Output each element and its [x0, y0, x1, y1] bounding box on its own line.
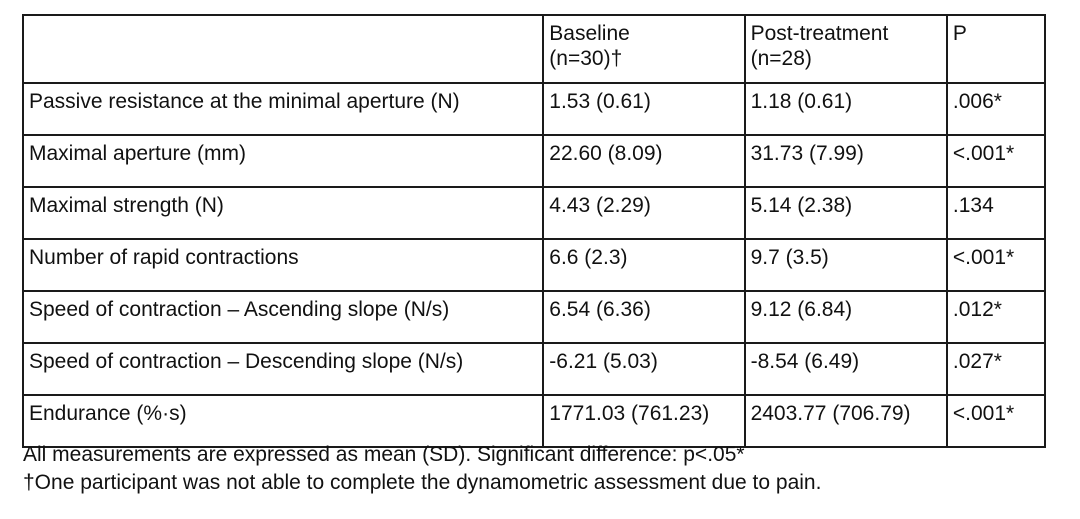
measure-cell: Endurance (%·s)	[21, 394, 545, 448]
post-cell: 5.14 (2.38)	[743, 186, 948, 240]
baseline-cell: 1.53 (0.61)	[542, 82, 746, 136]
baseline-cell: 4.43 (2.29)	[542, 186, 746, 240]
table-row: Speed of contraction – Descending slope …	[21, 342, 1047, 396]
measure-cell: Maximal aperture (mm)	[21, 134, 545, 188]
p-value-cell: <.001*	[945, 394, 1047, 448]
measure-cell: Speed of contraction – Ascending slope (…	[21, 290, 545, 344]
measure-cell: Number of rapid contractions	[21, 238, 545, 292]
measure-cell: Passive resistance at the minimal apertu…	[21, 82, 545, 136]
header-measure-cell	[21, 14, 545, 84]
header-baseline-n: (n=30)†	[549, 47, 623, 70]
footnote-measurements: All measurements are expressed as mean (…	[23, 443, 745, 466]
p-value-cell: .012*	[945, 290, 1047, 344]
post-cell: 1.18 (0.61)	[743, 82, 948, 136]
table-row: Maximal strength (N) 4.43 (2.29) 5.14 (2…	[21, 186, 1047, 240]
header-baseline-cell: Baseline (n=30)†	[542, 14, 746, 84]
table-row: Number of rapid contractions 6.6 (2.3) 9…	[21, 238, 1047, 292]
p-value-cell: .027*	[945, 342, 1047, 396]
table-row: Maximal aperture (mm) 22.60 (8.09) 31.73…	[21, 134, 1047, 188]
table-row: Speed of contraction – Ascending slope (…	[21, 290, 1047, 344]
baseline-cell: 6.54 (6.36)	[542, 290, 746, 344]
results-table: Baseline (n=30)† Post-treatment (n=28) P…	[21, 14, 1047, 448]
baseline-cell: -6.21 (5.03)	[542, 342, 746, 396]
baseline-cell: 22.60 (8.09)	[542, 134, 746, 188]
post-cell: 2403.77 (706.79)	[743, 394, 948, 448]
header-post-n: (n=28)	[750, 47, 812, 70]
baseline-cell: 6.6 (2.3)	[542, 238, 746, 292]
header-post-label: Post-treatment	[750, 22, 889, 45]
p-value-cell: <.001*	[945, 238, 1047, 292]
post-cell: -8.54 (6.49)	[743, 342, 948, 396]
table-footnotes: All measurements are expressed as mean (…	[23, 441, 821, 497]
p-value-cell: .134	[945, 186, 1047, 240]
post-cell: 9.7 (3.5)	[743, 238, 948, 292]
baseline-cell: 1771.03 (761.23)	[542, 394, 746, 448]
footnote-participant: †One participant was not able to complet…	[23, 471, 822, 494]
table-row: Passive resistance at the minimal apertu…	[21, 82, 1047, 136]
header-baseline-label: Baseline	[549, 22, 630, 45]
post-cell: 9.12 (6.84)	[743, 290, 948, 344]
measure-cell: Speed of contraction – Descending slope …	[21, 342, 545, 396]
table-header-row: Baseline (n=30)† Post-treatment (n=28) P	[21, 14, 1047, 84]
p-value-cell: <.001*	[945, 134, 1047, 188]
header-p-cell: P	[945, 14, 1047, 84]
p-value-cell: .006*	[945, 82, 1047, 136]
measure-cell: Maximal strength (N)	[21, 186, 545, 240]
post-cell: 31.73 (7.99)	[743, 134, 948, 188]
table-row: Endurance (%·s) 1771.03 (761.23) 2403.77…	[21, 394, 1047, 448]
header-post-cell: Post-treatment (n=28)	[743, 14, 948, 84]
